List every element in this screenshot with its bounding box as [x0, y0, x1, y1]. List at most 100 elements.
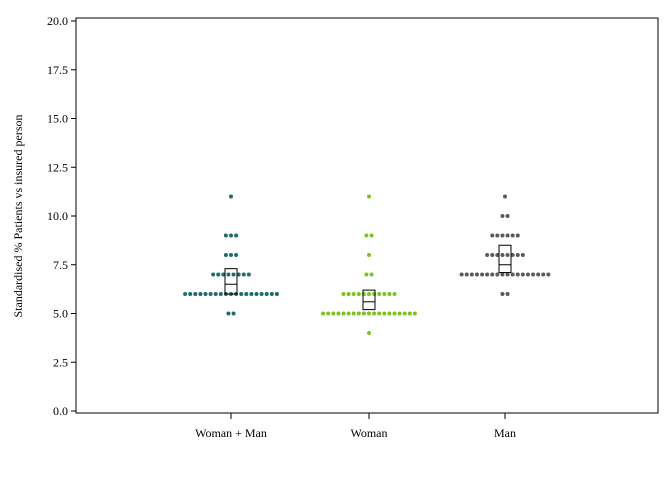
data-point	[229, 253, 233, 257]
data-point	[500, 253, 505, 257]
data-point	[490, 253, 495, 257]
data-point	[490, 272, 495, 277]
data-point	[367, 194, 371, 199]
data-point	[412, 311, 417, 316]
data-point	[510, 253, 515, 257]
data-point	[392, 292, 397, 296]
data-point	[367, 311, 371, 316]
y-axis: 0.0 2.5 5.0 7.5 10.0 12.5 15.0 17.5 20.0	[47, 14, 76, 418]
data-point	[485, 272, 490, 277]
data-point	[367, 331, 371, 335]
data-point	[515, 233, 520, 238]
data-point	[495, 233, 500, 238]
data-point	[500, 214, 505, 218]
data-point	[505, 233, 510, 238]
y-tick-label: 15.0	[47, 112, 68, 126]
data-point	[244, 292, 249, 296]
data-point	[480, 272, 485, 277]
data-point	[351, 311, 356, 316]
data-point	[216, 272, 221, 277]
data-point	[223, 253, 228, 257]
data-point	[226, 311, 231, 316]
data-point	[505, 272, 510, 277]
data-point	[241, 272, 246, 277]
data-point	[259, 292, 264, 296]
x-axis: Woman + Man Woman Man	[195, 413, 516, 440]
y-tick-label: 20.0	[47, 14, 68, 28]
data-point	[536, 272, 541, 277]
data-point	[226, 272, 231, 277]
data-point	[505, 253, 510, 257]
data-point	[223, 233, 228, 238]
data-point	[351, 292, 356, 296]
data-point	[546, 272, 551, 277]
data-point	[520, 272, 525, 277]
iqr-box	[224, 268, 238, 295]
data-point	[193, 292, 198, 296]
data-point	[364, 272, 369, 277]
data-point	[515, 253, 520, 257]
data-point	[495, 272, 500, 277]
data-point	[229, 233, 233, 238]
data-point	[239, 292, 244, 296]
data-point	[326, 311, 331, 316]
data-point	[541, 272, 546, 277]
iqr-box	[498, 244, 512, 274]
data-point	[520, 253, 525, 257]
y-tick-label: 17.5	[47, 63, 68, 77]
data-point	[264, 292, 269, 296]
data-point	[341, 311, 346, 316]
data-point	[361, 311, 366, 316]
data-point	[372, 311, 377, 316]
x-tick-label: Woman + Man	[195, 426, 267, 440]
data-point	[490, 233, 495, 238]
y-tick-label: 2.5	[53, 355, 68, 369]
data-point	[367, 253, 371, 257]
data-point	[208, 292, 213, 296]
data-point	[274, 292, 279, 296]
data-point	[407, 311, 412, 316]
y-axis-label: Standardised % Patients vs insured perso…	[11, 115, 25, 318]
data-point	[211, 272, 216, 277]
data-point	[188, 292, 193, 296]
y-tick-label: 5.0	[53, 307, 68, 321]
data-point	[377, 311, 382, 316]
data-point	[213, 292, 218, 296]
data-point	[377, 292, 382, 296]
data-point	[464, 272, 469, 277]
data-point	[369, 272, 374, 277]
x-tick-label: Man	[494, 426, 516, 440]
data-point	[500, 272, 505, 277]
data-point	[503, 194, 507, 199]
data-point	[246, 272, 251, 277]
data-point	[234, 253, 239, 257]
data-point	[221, 272, 226, 277]
data-point	[231, 272, 236, 277]
data-point	[387, 311, 392, 316]
data-point	[269, 292, 274, 296]
data-points	[183, 194, 551, 335]
data-point	[331, 311, 336, 316]
data-point	[515, 272, 520, 277]
x-tick-label: Woman	[350, 426, 387, 440]
data-point	[229, 194, 233, 199]
data-point	[387, 292, 392, 296]
data-point	[382, 311, 387, 316]
data-point	[459, 272, 464, 277]
data-point	[397, 311, 402, 316]
data-point	[321, 311, 326, 316]
y-tick-label: 7.5	[53, 258, 68, 272]
data-point	[346, 292, 351, 296]
data-point	[392, 311, 397, 316]
data-point	[525, 272, 530, 277]
data-point	[356, 292, 361, 296]
data-point	[367, 292, 371, 296]
data-point	[231, 311, 236, 316]
data-point	[364, 233, 369, 238]
data-point	[495, 253, 500, 257]
data-point	[474, 272, 479, 277]
data-point	[510, 272, 515, 277]
data-point	[356, 311, 361, 316]
